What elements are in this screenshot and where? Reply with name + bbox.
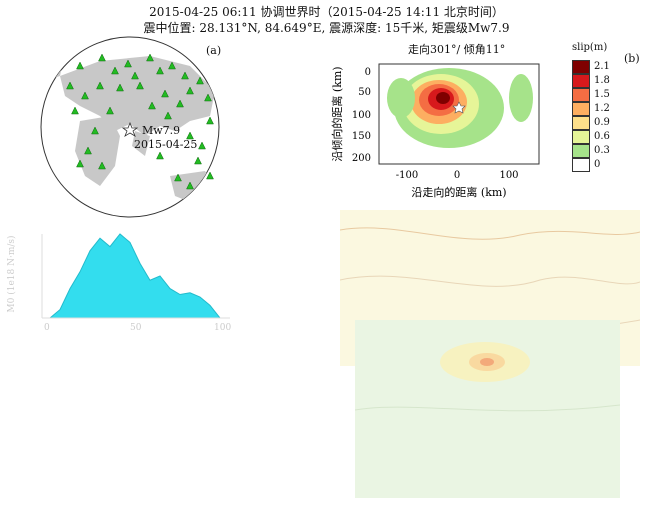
station-marker — [111, 66, 119, 75]
svg-text:50: 50 — [130, 323, 142, 333]
station-marker — [181, 71, 189, 80]
station-marker — [186, 131, 194, 140]
svg-text:100: 100 — [499, 170, 518, 181]
station-marker — [206, 116, 214, 125]
station-marker — [186, 181, 194, 190]
station-marker — [116, 83, 124, 92]
station-marker — [66, 81, 74, 90]
station-marker — [156, 151, 164, 160]
station-marker — [131, 71, 139, 80]
panel-a-label: (a) — [206, 44, 222, 57]
station-marker — [81, 91, 89, 100]
colorbar-label: 2.1 — [594, 61, 610, 72]
slip-contours — [387, 68, 533, 148]
svg-text:0: 0 — [365, 67, 371, 78]
colorbar-level: 1.5 — [572, 88, 632, 102]
station-map — [40, 36, 220, 218]
station-marker — [186, 86, 194, 95]
colorbar-level: 0.6 — [572, 130, 632, 144]
slip-ylabel: 沿倾向的距离 (km) — [331, 66, 344, 161]
colorbar-swatch — [572, 88, 590, 102]
epicenter-info: 震中位置: 28.131°N, 84.649°E, 震源深度: 15千米, 矩震… — [143, 21, 510, 35]
colorbar-label: 0 — [594, 159, 601, 170]
colorbar-level: 0.9 — [572, 116, 632, 130]
svg-text:100: 100 — [352, 110, 371, 121]
slip-xlabel: 沿走向的距离 (km) — [411, 185, 506, 199]
y-ticks: 0 50 100 150 200 — [352, 67, 371, 164]
colorbar-label: 0.3 — [594, 145, 610, 156]
svg-text:0: 0 — [44, 323, 50, 333]
hypocenter-star-icon — [452, 101, 466, 114]
svg-text:150: 150 — [352, 131, 371, 142]
colorbar-label: 1.8 — [594, 75, 610, 86]
station-marker — [196, 76, 204, 85]
colorbar-title: slip(m) — [572, 42, 608, 53]
colorbar-swatch — [572, 60, 590, 74]
epicenter-star-icon — [121, 121, 139, 137]
station-marker — [148, 101, 156, 110]
station-marker — [136, 81, 144, 90]
station-marker — [156, 66, 164, 75]
station-marker — [84, 146, 92, 155]
colorbar-label: 0.6 — [594, 131, 610, 142]
svg-text:200: 200 — [352, 153, 371, 164]
station-marker — [76, 61, 84, 70]
colorbar-label: 1.2 — [594, 103, 610, 114]
colorbar-swatch — [572, 102, 590, 116]
svg-text:0: 0 — [454, 170, 460, 181]
station-marker — [206, 171, 214, 180]
panel-b-label: (b) — [624, 52, 640, 65]
colorbar-label: 0.9 — [594, 117, 610, 128]
station-marker — [98, 161, 106, 170]
event-date: 2015-04-25 — [134, 138, 198, 151]
station-marker — [106, 106, 114, 115]
station-marker — [168, 61, 176, 70]
colorbar-swatch — [572, 130, 590, 144]
colorbar-level: 1.2 — [572, 102, 632, 116]
svg-text:-100: -100 — [396, 170, 418, 181]
colorbar-level: 0.3 — [572, 144, 632, 158]
colorbar-level: 1.8 — [572, 74, 632, 88]
station-marker — [96, 81, 104, 90]
station-marker — [91, 126, 99, 135]
colorbar: 2.1 1.8 1.5 1.2 0.9 0.6 0.3 0 — [572, 60, 632, 172]
stations — [66, 53, 214, 190]
station-marker — [194, 156, 202, 165]
figure-title: 2015-04-25 06:11 协调世界时（2015-04-25 14:11 … — [149, 5, 504, 19]
colorbar-label: 1.5 — [594, 89, 610, 100]
slip-title: 走向301°/ 倾角11° — [408, 43, 506, 56]
svg-text:50: 50 — [358, 87, 371, 98]
station-marker — [161, 89, 169, 98]
x-ticks: -100 0 100 — [396, 170, 519, 181]
source-time-function: 0 50 100 M0 (1e18 N·m/s) — [6, 233, 231, 333]
slip-map: 0 50 100 150 200 -100 0 100 沿走向的距离 (km) … — [331, 63, 540, 199]
colorbar-swatch — [572, 158, 590, 172]
station-marker — [198, 141, 206, 150]
station-marker — [98, 53, 106, 62]
colorbar-swatch — [572, 116, 590, 130]
station-marker — [176, 99, 184, 108]
event-magnitude: Mw7.9 — [142, 124, 181, 137]
station-marker — [124, 59, 132, 68]
stf-curve — [48, 233, 222, 319]
station-marker — [204, 93, 212, 102]
station-marker — [174, 173, 182, 182]
colorbar-level: 2.1 — [572, 60, 632, 74]
station-marker — [164, 111, 172, 120]
colorbar-swatch — [572, 144, 590, 158]
svg-text:100: 100 — [214, 323, 231, 333]
colorbar-swatch — [572, 74, 590, 88]
colorbar-level: 0 — [572, 158, 632, 172]
station-marker — [146, 53, 154, 62]
station-marker — [76, 159, 84, 168]
station-marker — [71, 106, 79, 115]
svg-text:M0 (1e18 N·m/s): M0 (1e18 N·m/s) — [6, 235, 17, 312]
regional-map-south — [354, 320, 621, 498]
